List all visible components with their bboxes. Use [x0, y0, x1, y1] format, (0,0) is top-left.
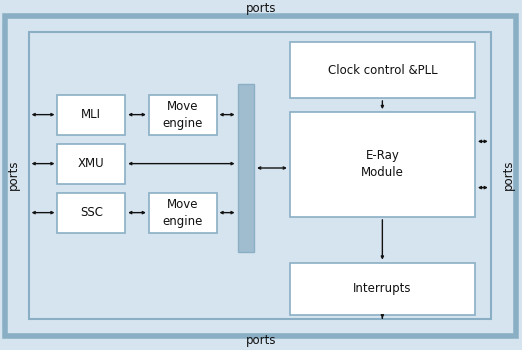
Text: ports: ports [502, 160, 515, 190]
Text: ports: ports [7, 160, 20, 190]
Text: Interrupts: Interrupts [353, 282, 412, 295]
Bar [57, 144, 125, 184]
Bar [57, 94, 125, 135]
Text: E-Ray
Module: E-Ray Module [361, 149, 404, 180]
Text: ports: ports [246, 334, 276, 347]
Bar [290, 112, 475, 217]
Text: MLI: MLI [81, 108, 101, 121]
Bar [290, 42, 475, 98]
Bar [149, 94, 217, 135]
Text: SSC: SSC [80, 206, 103, 219]
Text: ports: ports [246, 2, 276, 15]
Bar [149, 193, 217, 233]
Text: Move
engine: Move engine [162, 198, 203, 228]
Bar [238, 84, 254, 252]
Text: XMU: XMU [78, 157, 105, 170]
Text: Clock control &PLL: Clock control &PLL [327, 63, 437, 77]
Bar [57, 193, 125, 233]
Text: Move
engine: Move engine [162, 100, 203, 130]
Bar [29, 32, 491, 318]
Bar [290, 262, 475, 315]
